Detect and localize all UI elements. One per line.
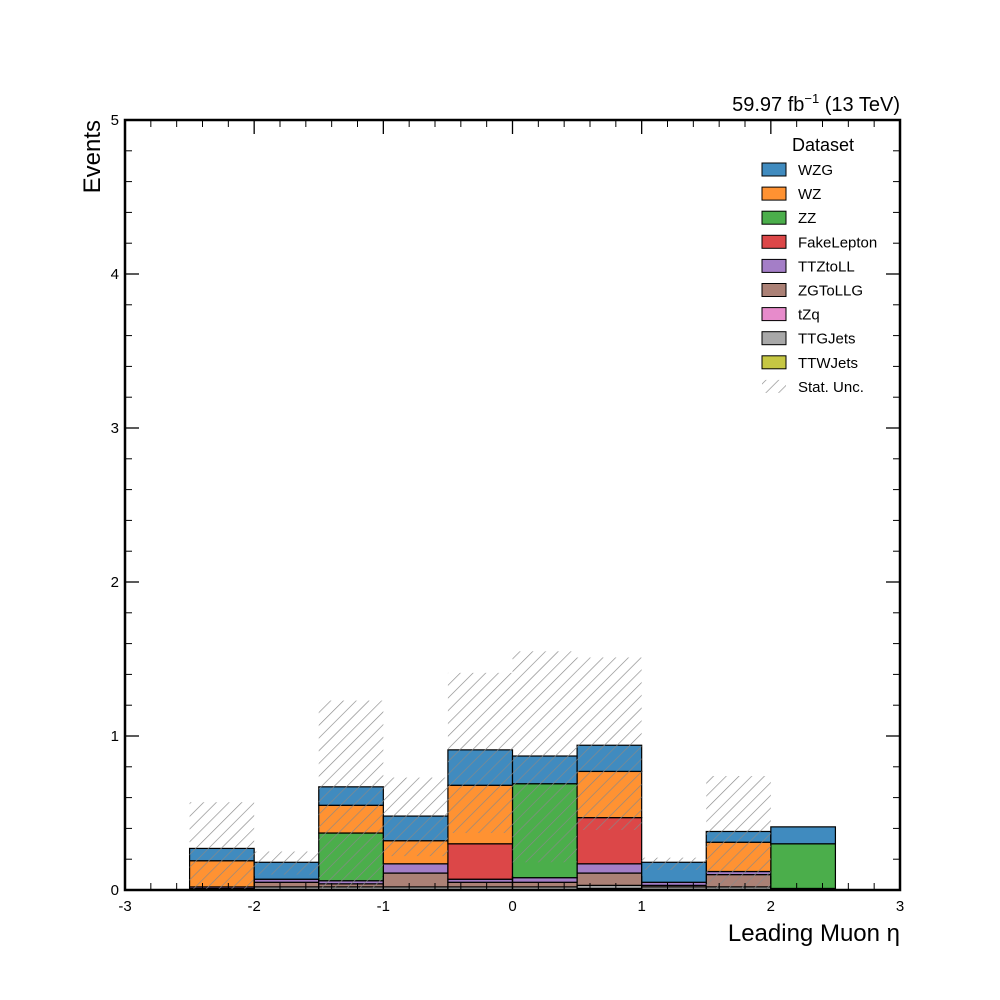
- stat-uncertainty-bands: [189, 651, 771, 890]
- bar-ttztoll-bin-6: [511, 877, 578, 883]
- stat-unc-band-bin-2: [254, 851, 319, 875]
- legend-label-wzg: WZG: [798, 162, 833, 179]
- legend-label-zgtollg: ZGToLLG: [798, 283, 863, 300]
- legend-swatch-zz: [761, 210, 787, 225]
- bar-wzg-bin-10: [770, 826, 837, 845]
- stat-unc-band-bin-4: [383, 777, 448, 857]
- x-tick-label: 1: [637, 898, 645, 915]
- luminosity-value: 59.97 fb: [732, 94, 804, 116]
- y-axis-label: Events: [79, 120, 106, 193]
- stat-unc-band-bin-9: [706, 776, 771, 890]
- tick-labels: -3 -2 -1 0 1 2 3 0 1 2 3 4 5: [111, 112, 905, 915]
- legend-title: Dataset: [792, 135, 854, 155]
- bar-zz-bin-10: [770, 843, 837, 890]
- legend-label-ttwjets: TTWJets: [798, 355, 858, 372]
- bar-ttztoll-bin-4: [382, 863, 449, 874]
- x-tick-label: -3: [118, 898, 131, 915]
- stat-unc-band-bin-1: [189, 802, 255, 890]
- y-tick-label: 3: [111, 420, 119, 437]
- y-tick-label: 5: [111, 112, 119, 129]
- legend-swatch-wzg: [761, 162, 787, 177]
- legend-label-tzq: tZq: [798, 307, 820, 324]
- bar-zgtollg-bin-7: [576, 872, 643, 886]
- x-tick-label: -2: [247, 898, 260, 915]
- luminosity-label: 59.97 fb−1 (13 TeV): [732, 91, 900, 116]
- legend-swatch-wz: [761, 186, 787, 201]
- legend-label-stat-unc: Stat. Unc.: [798, 379, 864, 396]
- legend-label-ttztoll: TTZtoLL: [798, 258, 855, 275]
- luminosity-exponent: −1: [804, 91, 819, 106]
- plot-frame: [123, 118, 902, 892]
- bar-ttztoll-bin-7: [576, 863, 643, 874]
- legend-swatch-zgtollg: [761, 283, 787, 297]
- legend-swatch-tzq: [761, 307, 787, 322]
- x-tick-label: 0: [508, 898, 516, 915]
- bar-zgtollg-bin-6: [511, 881, 578, 888]
- stat-unc-band-bin-7: [577, 657, 642, 830]
- legend-label-zz: ZZ: [798, 210, 816, 227]
- x-tick-label: -1: [377, 898, 390, 915]
- bar-zgtollg-bin-2: [253, 881, 320, 888]
- y-tick-label: 0: [111, 882, 119, 899]
- luminosity-energy: (13 TeV): [819, 94, 900, 116]
- legend-swatch-ttztoll: [761, 258, 787, 273]
- y-tick-label: 2: [111, 574, 119, 591]
- stat-unc-band-bin-5: [447, 672, 513, 834]
- y-tick-label: 1: [111, 728, 119, 745]
- y-tick-label: 4: [111, 266, 119, 283]
- x-axis-label: Leading Muon η: [728, 920, 900, 947]
- legend-swatch-stat-unc: [762, 379, 786, 393]
- stat-unc-band-bin-3: [318, 700, 384, 890]
- legend-swatch-ttwjets: [761, 355, 787, 370]
- bar-zgtollg-bin-4: [382, 872, 449, 888]
- legend-label-ttgjets: TTGJets: [798, 331, 856, 348]
- legend-swatch-fakelepton: [761, 234, 787, 249]
- bar-fakelepton-bin-5: [447, 843, 514, 880]
- x-tick-label: 3: [896, 898, 904, 915]
- x-tick-label: 2: [767, 898, 775, 915]
- bar-zgtollg-bin-5: [447, 881, 514, 888]
- legend-label-wz: WZ: [798, 186, 821, 203]
- legend: Dataset WZG WZ ZZ FakeLepton TTZtoLL ZGToLLG t…: [761, 135, 877, 396]
- stat-unc-band-bin-8: [641, 857, 707, 870]
- stat-unc-band-bin-6: [512, 651, 578, 863]
- legend-swatch-ttgjets: [761, 331, 787, 346]
- legend-label-fakelepton: FakeLepton: [798, 234, 877, 251]
